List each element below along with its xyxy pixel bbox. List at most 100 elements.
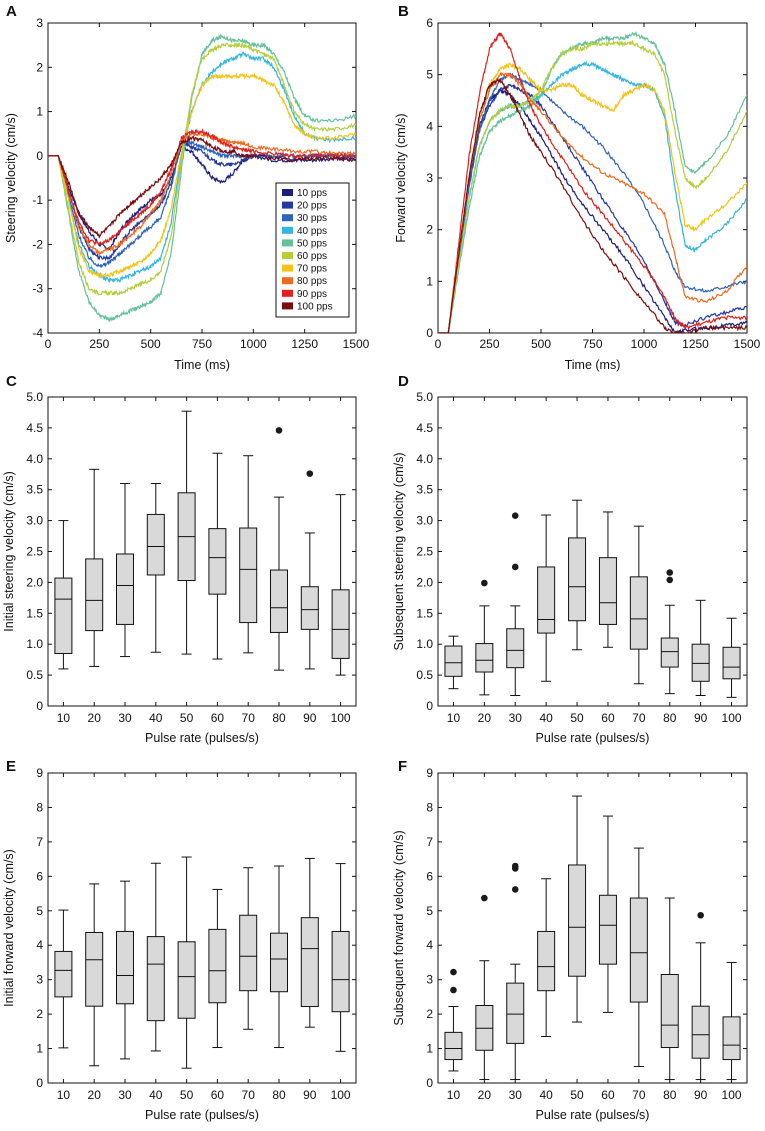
x-tick-label: 20 <box>88 711 102 725</box>
box-iqr <box>146 936 165 1022</box>
x-tick-label: 100 <box>331 711 351 725</box>
y-tick-label: -4 <box>32 326 43 340</box>
series-line-80-pps <box>438 71 747 333</box>
plot-frame <box>47 772 357 1084</box>
box-iqr <box>300 586 319 630</box>
panel-C: C 10 20 30 40 50 60 70 80 90 100 0 0.5 1.0 1.5 2.0 2.5 3.… <box>2 373 357 745</box>
plot-frame <box>437 772 748 1084</box>
y-tick-label: 3 <box>36 16 43 30</box>
box-iqr <box>598 557 617 625</box>
outlier-point <box>481 579 488 587</box>
box-100 <box>722 961 741 1081</box>
outlier-point <box>511 563 519 571</box>
box-30 <box>116 483 134 658</box>
y-tick-label: 6 <box>36 869 43 883</box>
box-iqr <box>146 513 165 576</box>
box-iqr <box>475 643 494 673</box>
box-iqr <box>537 930 556 992</box>
y-tick-label: 4 <box>426 119 433 133</box>
box-50 <box>568 499 587 651</box>
panel-letter: A <box>6 3 17 20</box>
x-tick-label: 750 <box>192 337 212 351</box>
x-tick-label: 40 <box>149 711 163 725</box>
x-tick-label: 50 <box>570 1088 584 1102</box>
y-tick-label: 3 <box>426 171 433 185</box>
x-tick-label: 70 <box>242 1088 256 1102</box>
outlier-point <box>306 470 314 477</box>
box-90 <box>691 911 710 1081</box>
y-axis-label: Initial steering velocity (cm/s) <box>2 471 16 631</box>
box-iqr <box>270 932 288 993</box>
x-tick-label: 10 <box>57 1088 71 1102</box>
y-tick-label: 7 <box>36 835 43 849</box>
box-20 <box>475 579 494 696</box>
legend-swatch <box>282 277 293 285</box>
box-10 <box>54 909 73 1049</box>
box-iqr <box>568 537 587 622</box>
series-line-60-pps <box>438 39 747 333</box>
x-tick-label: 50 <box>180 711 194 725</box>
box-30 <box>506 862 525 1081</box>
box-iqr <box>85 931 104 1007</box>
box-iqr <box>116 930 134 1005</box>
legend-swatch <box>282 239 293 247</box>
x-tick-label: 20 <box>478 1088 492 1102</box>
box-iqr <box>598 894 617 965</box>
outlier-point <box>275 427 283 434</box>
y-tick-label: 5.0 <box>26 390 43 404</box>
outlier-point <box>511 886 519 893</box>
x-tick-label: 40 <box>539 711 553 725</box>
box-iqr <box>239 914 258 992</box>
x-tick-label: 80 <box>272 711 286 725</box>
box-iqr <box>660 637 679 668</box>
x-tick-label: 500 <box>531 337 551 351</box>
x-tick-label: 90 <box>303 1088 317 1102</box>
x-tick-label: 20 <box>88 1088 102 1102</box>
legend-entry: 10 pps <box>297 188 327 199</box>
x-tick-label: 1000 <box>240 337 267 351</box>
y-tick-label: 4 <box>36 938 43 952</box>
series-line-80-pps <box>48 130 356 257</box>
x-tick-label: 1250 <box>682 337 709 351</box>
panel-letter: E <box>6 758 16 775</box>
x-tick-label: 750 <box>582 337 602 351</box>
y-tick-label: 5 <box>426 904 433 918</box>
y-tick-label: 4.0 <box>416 452 433 466</box>
box-iqr <box>208 928 227 1004</box>
y-tick-label: 4.5 <box>26 421 43 435</box>
box-50 <box>177 856 196 1069</box>
series-line-30-pps <box>48 139 356 269</box>
box-40 <box>537 878 556 1037</box>
box-10 <box>54 520 73 670</box>
y-tick-label: 2.5 <box>416 545 433 559</box>
x-tick-label: 0 <box>45 337 52 351</box>
y-tick-label: 0 <box>36 699 43 713</box>
x-tick-label: 20 <box>478 711 492 725</box>
box-iqr <box>537 566 556 634</box>
legend-entry: 20 pps <box>297 201 327 212</box>
x-tick-label: 1000 <box>631 337 658 351</box>
box-iqr <box>568 864 587 977</box>
legend-swatch <box>282 201 293 209</box>
box-100 <box>331 863 350 1052</box>
y-tick-label: 8 <box>426 800 433 814</box>
box-90 <box>300 470 319 670</box>
y-tick-label: 1.0 <box>26 637 43 651</box>
box-iqr <box>177 941 196 1019</box>
y-tick-label: 3.0 <box>26 514 43 528</box>
x-tick-label: 250 <box>89 337 109 351</box>
x-tick-label: 1500 <box>734 337 761 351</box>
box-iqr <box>54 950 73 998</box>
legend-swatch <box>282 302 293 310</box>
x-tick-label: 60 <box>211 711 225 725</box>
box-70 <box>629 847 648 1067</box>
legend-swatch <box>282 189 293 196</box>
y-tick-label: 2 <box>426 1007 433 1021</box>
outlier-point <box>666 576 674 584</box>
y-tick-label: 6 <box>426 869 433 883</box>
box-iqr <box>629 576 648 650</box>
y-tick-label: 2 <box>36 60 43 74</box>
box-50 <box>177 410 196 655</box>
x-tick-label: 70 <box>632 1088 646 1102</box>
x-tick-label: 100 <box>331 1088 351 1102</box>
